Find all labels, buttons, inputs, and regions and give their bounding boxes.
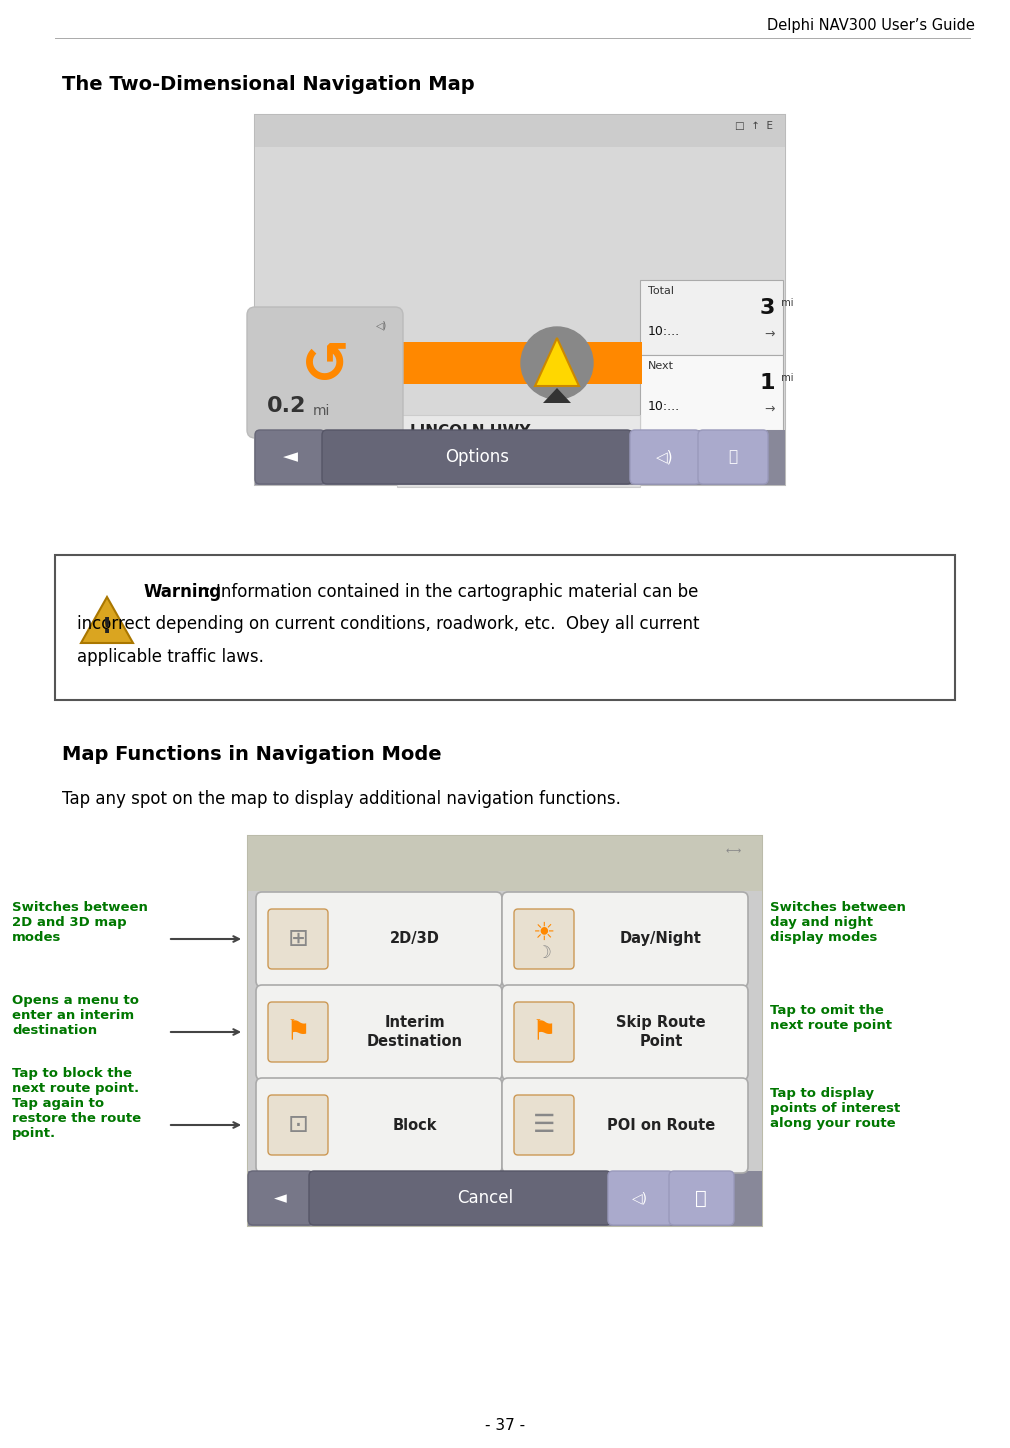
Text: 3: 3 [760,298,775,319]
Text: 10:...: 10:... [648,400,680,413]
Text: : Information contained in the cartographic material can be: : Information contained in the cartograp… [205,584,698,601]
Text: Tap to display
points of interest
along your route: Tap to display points of interest along … [770,1087,900,1129]
Text: Cancel: Cancel [457,1189,513,1208]
Text: LINCOLN HWY: LINCOLN HWY [410,462,530,478]
Text: Day/Night: Day/Night [620,931,702,947]
Text: →: → [765,329,775,340]
Text: Total: Total [648,287,674,295]
Text: Warning: Warning [143,584,221,601]
Text: mi: mi [775,298,794,308]
Bar [248,1171,762,1226]
Text: □  ↑  E: □ ↑ E [735,122,773,130]
FancyBboxPatch shape [256,892,502,988]
Bar [248,891,762,1171]
Bar [248,835,762,891]
Polygon shape [81,597,133,643]
FancyBboxPatch shape [255,430,325,484]
Polygon shape [543,388,571,403]
FancyBboxPatch shape [630,430,700,484]
Text: Interim
Destination: Interim Destination [367,1015,463,1048]
FancyBboxPatch shape [268,909,328,969]
Text: Map Functions in Navigation Mode: Map Functions in Navigation Mode [62,746,441,765]
Bar [255,114,785,430]
Bar [248,835,762,1226]
FancyBboxPatch shape [268,1002,328,1061]
Text: ←→: ←→ [726,846,742,856]
FancyBboxPatch shape [309,1171,611,1225]
Bar [255,430,785,485]
FancyBboxPatch shape [502,892,748,988]
Text: 0.2: 0.2 [267,395,306,416]
Text: ☽: ☽ [536,944,551,961]
Bar [255,114,785,148]
Text: →: → [765,403,775,416]
Text: ◁): ◁) [632,1192,648,1205]
Text: ◄: ◄ [274,1189,287,1208]
Bar [397,452,640,487]
Bar [640,279,783,355]
Text: ↺: ↺ [301,339,349,395]
Text: Opens a menu to
enter an interim
destination: Opens a menu to enter an interim destina… [12,993,139,1037]
FancyBboxPatch shape [698,430,768,484]
FancyBboxPatch shape [256,1077,502,1173]
Text: ◄: ◄ [283,447,298,466]
Bar [397,416,640,450]
Text: ◁): ◁) [656,449,674,465]
Text: ⊞: ⊞ [288,927,308,951]
Bar [255,342,642,384]
Bar [55,555,955,699]
Text: 🔍: 🔍 [728,449,737,465]
FancyBboxPatch shape [247,307,403,437]
Text: The Two-Dimensional Navigation Map: The Two-Dimensional Navigation Map [62,75,475,94]
Text: 1: 1 [760,374,775,392]
Text: incorrect depending on current conditions, roadwork, etc.  Obey all current: incorrect depending on current condition… [77,615,700,633]
FancyBboxPatch shape [669,1171,734,1225]
Text: ⊡: ⊡ [288,1114,308,1137]
FancyBboxPatch shape [514,1002,574,1061]
Text: applicable traffic laws.: applicable traffic laws. [77,649,264,666]
FancyBboxPatch shape [268,1095,328,1156]
Text: Switches between
day and night
display modes: Switches between day and night display m… [770,901,906,944]
Text: ◁): ◁) [376,321,387,332]
Text: !: ! [102,617,112,637]
Text: Switches between
2D and 3D map
modes: Switches between 2D and 3D map modes [12,901,147,944]
FancyBboxPatch shape [514,909,574,969]
FancyBboxPatch shape [256,985,502,1080]
Text: ⌕: ⌕ [695,1189,707,1208]
FancyBboxPatch shape [502,985,748,1080]
FancyBboxPatch shape [248,1171,313,1225]
Text: Block: Block [393,1118,437,1132]
Text: mi: mi [313,404,330,418]
Polygon shape [535,337,579,387]
Text: 2D/3D: 2D/3D [390,931,440,947]
Text: Options: Options [445,447,509,466]
Text: POI on Route: POI on Route [607,1118,715,1132]
Text: ☀: ☀ [533,921,556,946]
Text: Skip Route
Point: Skip Route Point [616,1015,706,1048]
Text: 10:...: 10:... [648,324,680,337]
Text: Delphi NAV300 User’s Guide: Delphi NAV300 User’s Guide [768,17,975,33]
Text: Tap any spot on the map to display additional navigation functions.: Tap any spot on the map to display addit… [62,791,621,808]
FancyBboxPatch shape [322,430,632,484]
Text: Tap to block the
next route point.
Tap again to
restore the route
point.: Tap to block the next route point. Tap a… [12,1067,141,1140]
Text: ☰: ☰ [533,1114,556,1137]
FancyBboxPatch shape [502,1077,748,1173]
FancyBboxPatch shape [608,1171,673,1225]
FancyBboxPatch shape [514,1095,574,1156]
Text: LINCOLN HWY: LINCOLN HWY [410,424,530,440]
Text: Next: Next [648,361,674,371]
Text: ⚑: ⚑ [531,1018,557,1045]
Bar [255,114,785,485]
Circle shape [521,327,593,400]
Text: Tap to omit the
next route point: Tap to omit the next route point [770,1003,892,1032]
Text: - 37 -: - 37 - [485,1418,525,1434]
Bar [640,355,783,430]
Text: mi: mi [775,374,794,384]
Text: ⚑: ⚑ [286,1018,310,1045]
